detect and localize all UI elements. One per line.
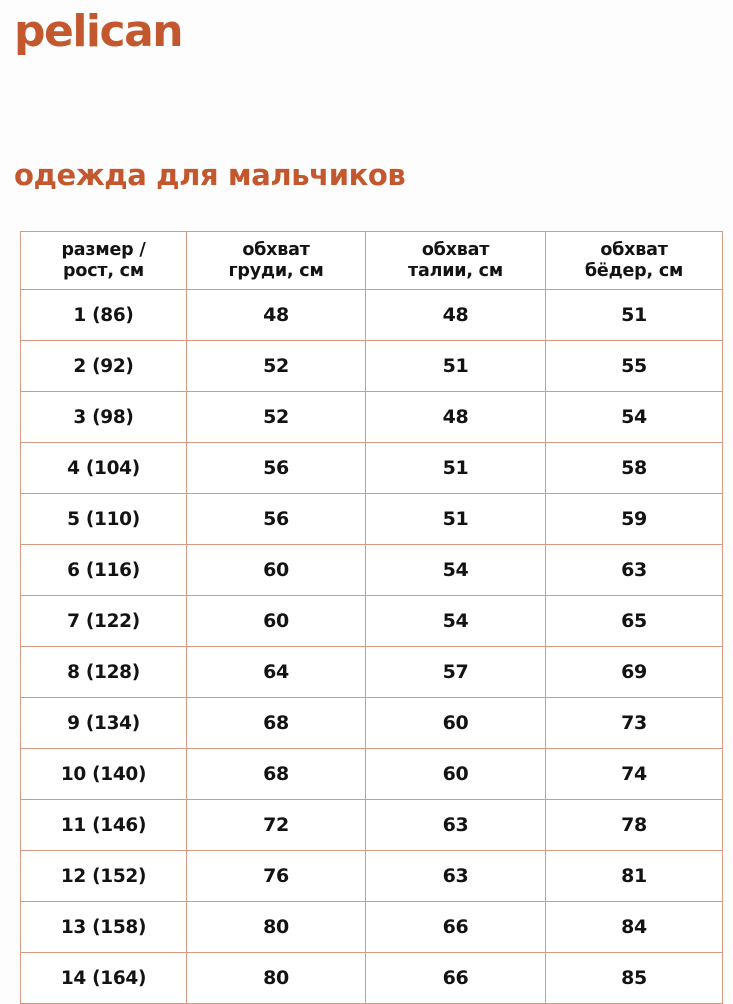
cell-size: 9 (134)	[20, 697, 187, 749]
table-row: 3 (98) 52 48 54	[20, 391, 723, 443]
table-row: 5 (110) 56 51 59	[20, 493, 723, 545]
cell-chest: 68	[186, 697, 366, 749]
column-header-hips-line1: обхват	[600, 240, 668, 261]
cell-waist: 57	[365, 646, 546, 698]
column-header-chest-line1: обхват	[242, 240, 310, 261]
cell-hips: 81	[545, 850, 723, 902]
table-header: размер / рост, см обхват груди, см обхва…	[20, 231, 723, 290]
cell-hips: 84	[545, 901, 723, 953]
table-row: 1 (86) 48 48 51	[20, 289, 723, 341]
cell-hips: 59	[545, 493, 723, 545]
size-table-container: размер / рост, см обхват груди, см обхва…	[20, 231, 723, 1004]
cell-chest: 52	[186, 340, 366, 392]
cell-chest: 68	[186, 748, 366, 800]
cell-chest: 60	[186, 595, 366, 647]
cell-chest: 76	[186, 850, 366, 902]
cell-waist: 60	[365, 697, 546, 749]
cell-waist: 66	[365, 952, 546, 1004]
cell-hips: 54	[545, 391, 723, 443]
cell-size: 11 (146)	[20, 799, 187, 851]
cell-size: 14 (164)	[20, 952, 187, 1004]
cell-waist: 66	[365, 901, 546, 953]
cell-waist: 51	[365, 493, 546, 545]
column-header-chest-line2: груди, см	[228, 260, 324, 281]
column-header-size-line2: рост, см	[63, 260, 144, 281]
table-row: 4 (104) 56 51 58	[20, 442, 723, 494]
cell-size: 13 (158)	[20, 901, 187, 953]
cell-waist: 54	[365, 595, 546, 647]
cell-size: 3 (98)	[20, 391, 187, 443]
cell-waist: 51	[365, 442, 546, 494]
cell-size: 7 (122)	[20, 595, 187, 647]
cell-size: 8 (128)	[20, 646, 187, 698]
cell-waist: 48	[365, 391, 546, 443]
cell-hips: 51	[545, 289, 723, 341]
cell-waist: 63	[365, 799, 546, 851]
column-header-chest: обхват груди, см	[186, 231, 366, 290]
column-header-waist-line2: талии, см	[408, 260, 503, 281]
cell-chest: 80	[186, 901, 366, 953]
page-title: одежда для мальчиков	[14, 158, 406, 192]
size-chart-table: размер / рост, см обхват груди, см обхва…	[20, 231, 723, 1004]
cell-hips: 55	[545, 340, 723, 392]
cell-chest: 80	[186, 952, 366, 1004]
table-body: 1 (86) 48 48 51 2 (92) 52 51 55 3 (98) 5…	[20, 289, 723, 1004]
column-header-size-line1: размер /	[61, 240, 146, 261]
cell-hips: 58	[545, 442, 723, 494]
cell-size: 2 (92)	[20, 340, 187, 392]
table-row: 11 (146) 72 63 78	[20, 799, 723, 851]
cell-waist: 51	[365, 340, 546, 392]
cell-hips: 74	[545, 748, 723, 800]
table-row: 14 (164) 80 66 85	[20, 952, 723, 1004]
cell-waist: 63	[365, 850, 546, 902]
cell-size: 1 (86)	[20, 289, 187, 341]
cell-size: 12 (152)	[20, 850, 187, 902]
cell-hips: 69	[545, 646, 723, 698]
cell-hips: 73	[545, 697, 723, 749]
cell-size: 5 (110)	[20, 493, 187, 545]
cell-waist: 60	[365, 748, 546, 800]
cell-hips: 65	[545, 595, 723, 647]
table-row: 7 (122) 60 54 65	[20, 595, 723, 647]
brand-logo: pelican	[14, 6, 184, 57]
cell-chest: 48	[186, 289, 366, 341]
column-header-hips: обхват бёдер, см	[545, 231, 723, 290]
cell-hips: 78	[545, 799, 723, 851]
cell-waist: 54	[365, 544, 546, 596]
table-row: 6 (116) 60 54 63	[20, 544, 723, 596]
column-header-waist: обхват талии, см	[365, 231, 546, 290]
cell-hips: 63	[545, 544, 723, 596]
column-header-hips-line2: бёдер, см	[584, 260, 684, 281]
cell-size: 4 (104)	[20, 442, 187, 494]
cell-chest: 64	[186, 646, 366, 698]
cell-chest: 72	[186, 799, 366, 851]
cell-chest: 52	[186, 391, 366, 443]
cell-size: 10 (140)	[20, 748, 187, 800]
cell-chest: 60	[186, 544, 366, 596]
table-row: 12 (152) 76 63 81	[20, 850, 723, 902]
cell-hips: 85	[545, 952, 723, 1004]
table-row: 8 (128) 64 57 69	[20, 646, 723, 698]
cell-waist: 48	[365, 289, 546, 341]
table-header-row: размер / рост, см обхват груди, см обхва…	[20, 231, 723, 290]
column-header-size: размер / рост, см	[20, 231, 187, 290]
table-row: 9 (134) 68 60 73	[20, 697, 723, 749]
table-row: 10 (140) 68 60 74	[20, 748, 723, 800]
cell-size: 6 (116)	[20, 544, 187, 596]
table-row: 13 (158) 80 66 84	[20, 901, 723, 953]
cell-chest: 56	[186, 442, 366, 494]
table-row: 2 (92) 52 51 55	[20, 340, 723, 392]
column-header-waist-line1: обхват	[421, 240, 490, 261]
cell-chest: 56	[186, 493, 366, 545]
